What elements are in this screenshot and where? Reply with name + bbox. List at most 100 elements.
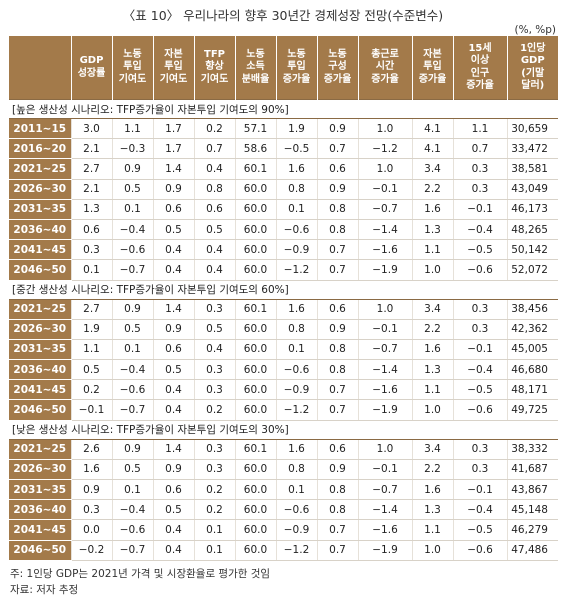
value-cell: 60.0: [234, 359, 276, 381]
table-body: [높은 생산성 시나리오: TFP증가율이 자본투입 기여도의 90%] 2011…: [9, 99, 558, 561]
value-cell: 0.1: [275, 199, 317, 220]
value-cell: 0.2: [193, 479, 235, 501]
period-cell: 2041∼45: [9, 239, 71, 261]
value-cell: 46,279: [506, 519, 558, 541]
value-cell: 1.7: [152, 118, 194, 140]
value-cell: 38,332: [506, 439, 558, 460]
value-cell: 60.0: [234, 179, 276, 200]
value-cell: 41,687: [506, 459, 558, 481]
value-cell: 0.7: [316, 519, 358, 541]
value-cell: 0.1: [193, 540, 235, 561]
value-cell: −0.4: [452, 499, 507, 521]
table-row: 2036∼40 0.5 −0.4 0.5 0.3 60.0 −0.6 0.8 −1.4 1.3 −0…: [9, 359, 558, 381]
header-cell: TFP 향상 기여도: [193, 36, 235, 100]
value-cell: 60.0: [234, 479, 276, 501]
value-cell: 0.9: [70, 479, 112, 501]
table-row: 2046∼50 −0.2 −0.7 0.4 0.1 60.0 −1.2 0.7 −1.9 1.0−…: [9, 540, 558, 561]
value-cell: 1.1: [70, 339, 112, 361]
value-cell: 0.5: [111, 179, 153, 200]
value-cell: 0.9: [316, 118, 358, 140]
value-cell: 0.3: [70, 239, 112, 261]
value-cell: −0.4: [111, 219, 153, 241]
value-cell: −0.6: [275, 219, 317, 241]
value-cell: −1.4: [357, 359, 412, 381]
value-cell: 48,171: [506, 379, 558, 401]
value-cell: 1.0: [357, 299, 412, 320]
period-cell: 2016∼20: [9, 138, 71, 160]
value-cell: −0.6: [111, 239, 153, 261]
period-cell: 2021∼25: [9, 158, 71, 180]
table-row: 2046∼50 0.1 −0.7 0.4 0.4 60.0 −1.2 0.7 −1.9 1.0 −0…: [9, 259, 558, 281]
value-cell: 0.6: [152, 199, 194, 220]
period-cell: 2026∼30: [9, 319, 71, 340]
value-cell: 1.1: [411, 519, 453, 541]
value-cell: 1.6: [275, 299, 317, 320]
value-cell: −0.3: [111, 138, 153, 160]
value-cell: 0.3: [193, 359, 235, 381]
value-cell: 60.0: [234, 399, 276, 421]
value-cell: 1.3: [70, 199, 112, 220]
value-cell: −0.7: [111, 399, 153, 421]
value-cell: −0.4: [452, 219, 507, 241]
value-cell: 1.3: [411, 359, 453, 381]
value-cell: 0.3: [193, 439, 235, 460]
value-cell: 1.0: [411, 540, 453, 561]
value-cell: 0.4: [152, 259, 194, 281]
value-cell: 1.0: [357, 118, 412, 140]
value-cell: 0.7: [316, 399, 358, 421]
value-cell: 4.1: [411, 118, 453, 140]
value-cell: 2.1: [70, 138, 112, 160]
period-cell: 2036∼40: [9, 499, 71, 521]
value-cell: 0.6: [316, 439, 358, 460]
growth-projection-table: GDP 성장률 노동 투입 기여도 자본 투입 기여도 TFP 향상 기여도 노동 소득 분배율 …: [9, 36, 558, 561]
value-cell: 0.4: [193, 339, 235, 361]
value-cell: 38,581: [506, 158, 558, 180]
value-cell: 0.8: [193, 179, 235, 200]
value-cell: −1.9: [357, 259, 412, 281]
value-cell: −0.6: [452, 259, 507, 281]
scenario-header-row: [낮은 생산성 시나리오: TFP증가율이 자본투입 기여도의 30%]: [9, 419, 558, 440]
value-cell: 57.1: [234, 118, 276, 140]
header-cell: 1인당 GDP (기말 달러): [506, 36, 558, 100]
value-cell: −0.5: [452, 519, 507, 541]
value-cell: 1.6: [275, 158, 317, 180]
value-cell: −0.5: [275, 138, 317, 160]
value-cell: 30,659: [506, 118, 558, 140]
value-cell: 46,680: [506, 359, 558, 381]
value-cell: 0.8: [316, 359, 358, 381]
value-cell: 0.3: [193, 459, 235, 481]
table-title: 〈표 10〉 우리나라의 향후 30년간 경제성장 전망(수준변수): [122, 8, 444, 23]
value-cell: 0.9: [111, 158, 153, 180]
scenario-label: [높은 생산성 시나리오: TFP증가율이 자본투입 기여도의 90%]: [9, 99, 558, 119]
value-cell: 3.0: [70, 118, 112, 140]
table-note: 주: 1인당 GDP는 2021년 가격 및 시장환율로 평가한 것임: [10, 568, 271, 580]
value-cell: 2.7: [70, 158, 112, 180]
value-cell: −0.6: [275, 359, 317, 381]
period-cell: 2041∼45: [9, 519, 71, 541]
value-cell: 2.2: [411, 179, 453, 200]
value-cell: −0.4: [452, 359, 507, 381]
value-cell: 1.6: [275, 439, 317, 460]
value-cell: −1.2: [357, 138, 412, 160]
value-cell: 1.3: [411, 219, 453, 241]
value-cell: 43,049: [506, 179, 558, 200]
value-cell: 0.3: [70, 499, 112, 521]
value-cell: 1.0: [411, 399, 453, 421]
value-cell: 1.1: [411, 239, 453, 261]
header-cell: [9, 36, 71, 100]
header-cell: 노동 구성 증가율: [316, 36, 358, 100]
value-cell: −1.9: [357, 540, 412, 561]
value-cell: −1.4: [357, 219, 412, 241]
value-cell: 0.2: [193, 399, 235, 421]
value-cell: −0.9: [275, 519, 317, 541]
value-cell: 1.9: [70, 319, 112, 340]
value-cell: 0.1: [275, 339, 317, 361]
value-cell: 1.6: [411, 339, 453, 361]
value-cell: 0.5: [152, 359, 194, 381]
value-cell: −0.4: [111, 499, 153, 521]
value-cell: 0.4: [193, 158, 235, 180]
value-cell: 0.3: [452, 459, 507, 481]
value-cell: −0.2: [70, 540, 112, 561]
value-cell: 0.1: [111, 479, 153, 501]
value-cell: 1.7: [152, 138, 194, 160]
